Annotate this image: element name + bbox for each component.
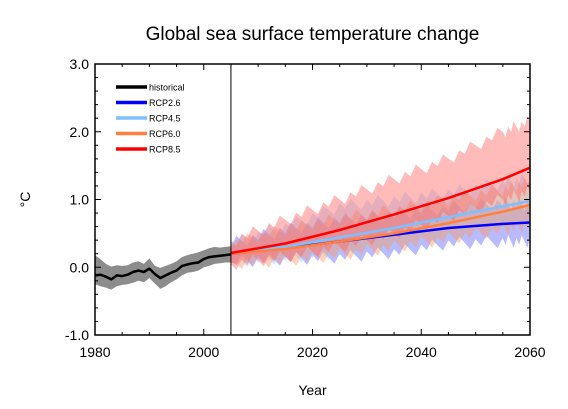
x-tick-label: 2020 <box>297 344 328 360</box>
y-tick-label: 1.0 <box>70 192 90 208</box>
legend-label: RCP2.6 <box>149 98 181 108</box>
x-tick-label: 2000 <box>188 344 219 360</box>
y-axis: -1.0 0.0 1.0 2.0 3.0 <box>65 56 530 343</box>
legend-label: RCP4.5 <box>149 114 181 124</box>
mean-lines <box>94 166 531 281</box>
line-rcp8-5 <box>230 166 531 255</box>
line-rcp4-5 <box>230 199 531 255</box>
legend: historical RCP2.6 RCP4.5 RCP6.0 RCP8.5 <box>116 83 185 155</box>
legend-label: RCP8.5 <box>149 145 181 155</box>
y-tick-label: 3.0 <box>70 56 90 72</box>
y-axis-label: °C <box>17 192 33 208</box>
y-tick-label: 2.0 <box>70 124 90 140</box>
y-tick-label: 0.0 <box>70 259 90 275</box>
x-tick-label: 2060 <box>514 344 545 360</box>
x-tick-label: 1980 <box>79 344 110 360</box>
x-axis-label: Year <box>298 382 327 398</box>
band-historical <box>95 246 231 290</box>
band-rcp8-5 <box>230 116 530 270</box>
legend-label: RCP6.0 <box>149 129 181 139</box>
line-rcp6-0 <box>230 203 531 255</box>
x-axis: 1980 2000 2020 2040 2060 <box>79 64 546 360</box>
line-historical <box>94 253 232 281</box>
legend-label: historical <box>149 83 185 93</box>
chart-title: Global sea surface temperature change <box>145 24 480 45</box>
y-tick-label: -1.0 <box>65 327 89 343</box>
uncertainty-bands <box>95 116 530 290</box>
band-rcp2-6 <box>230 196 530 268</box>
x-tick-label: 2040 <box>406 344 437 360</box>
